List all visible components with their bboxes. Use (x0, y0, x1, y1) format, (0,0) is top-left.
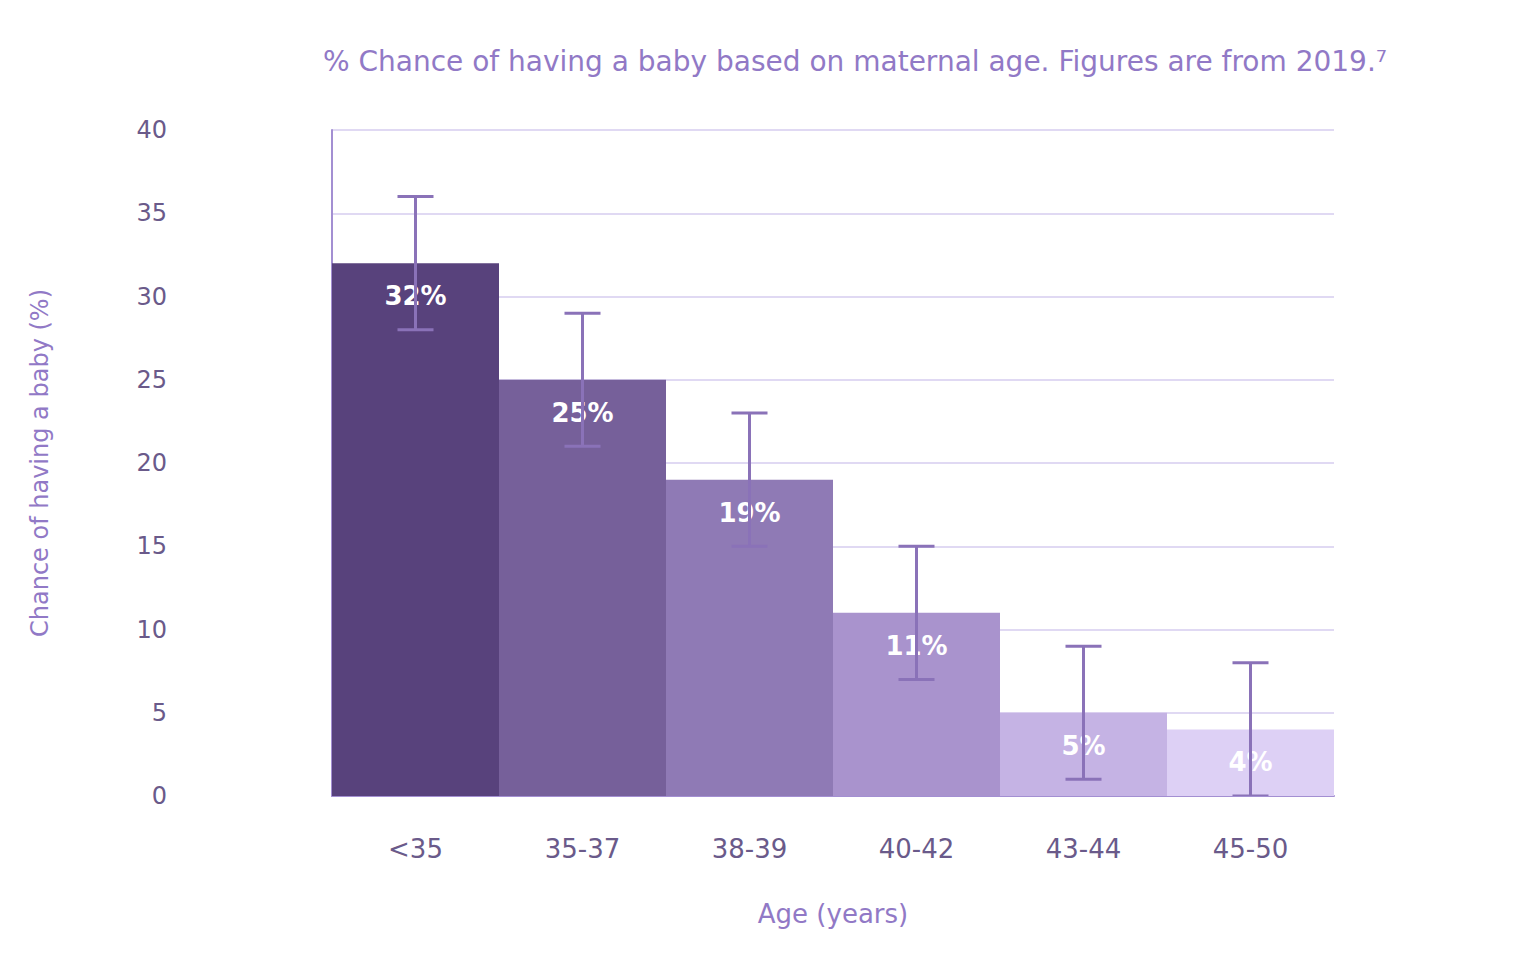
svg-text:35: 35 (136, 199, 167, 227)
svg-text:Chance of having a baby (%): Chance of having a baby (%) (26, 289, 54, 637)
svg-text:4%: 4% (1228, 747, 1273, 778)
svg-text:25: 25 (136, 366, 167, 394)
svg-text:25%: 25% (551, 397, 614, 428)
svg-text:5: 5 (152, 699, 167, 727)
svg-text:% Chance of having a baby base: % Chance of having a baby based on mater… (323, 45, 1387, 78)
svg-text:35-37: 35-37 (545, 834, 621, 864)
svg-text:40: 40 (136, 116, 167, 144)
svg-text:<35: <35 (388, 834, 443, 864)
svg-text:19%: 19% (718, 497, 781, 528)
svg-text:5%: 5% (1061, 730, 1106, 761)
svg-text:10: 10 (136, 616, 167, 644)
svg-text:43-44: 43-44 (1046, 834, 1122, 864)
svg-text:32%: 32% (384, 281, 447, 312)
svg-text:38-39: 38-39 (712, 834, 788, 864)
svg-text:15: 15 (136, 532, 167, 560)
svg-text:45-50: 45-50 (1213, 834, 1289, 864)
svg-text:Age (years): Age (years) (758, 899, 908, 929)
svg-text:11%: 11% (885, 630, 948, 661)
svg-text:40-42: 40-42 (879, 834, 955, 864)
svg-text:20: 20 (136, 449, 167, 477)
svg-text:30: 30 (136, 283, 167, 311)
svg-text:0: 0 (152, 782, 167, 810)
